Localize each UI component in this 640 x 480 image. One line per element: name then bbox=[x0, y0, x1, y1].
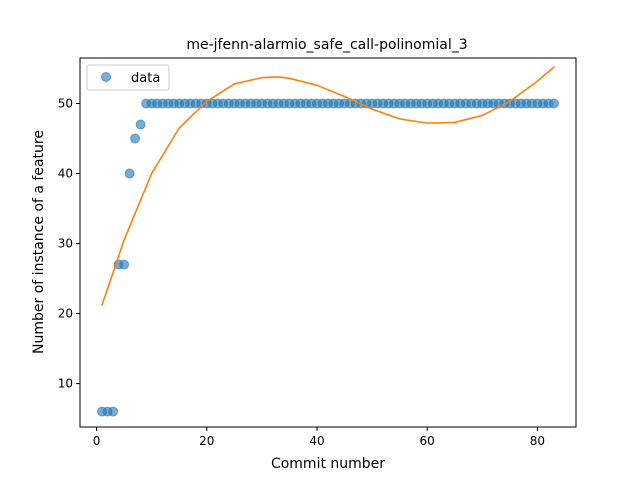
plot-area bbox=[97, 66, 559, 417]
data-point bbox=[135, 119, 146, 130]
legend-box bbox=[86, 64, 170, 91]
data-point bbox=[119, 259, 130, 270]
plot-frame bbox=[79, 57, 577, 428]
y-tick-label: 20 bbox=[58, 307, 73, 321]
x-axis: 0 20 40 60 80 bbox=[93, 427, 545, 448]
x-tick-label: 40 bbox=[309, 434, 324, 448]
polynomial-fit-line bbox=[101, 66, 555, 306]
x-tick-label: 60 bbox=[420, 434, 435, 448]
chart-title: me-jfenn-alarmio_safe_call-polinomial_3 bbox=[186, 37, 467, 53]
data-point bbox=[108, 406, 119, 417]
y-tick-label: 40 bbox=[58, 167, 73, 181]
y-tick-label: 10 bbox=[58, 377, 73, 391]
legend-marker-data bbox=[101, 72, 111, 82]
x-tick-label: 80 bbox=[530, 434, 545, 448]
data-point bbox=[124, 168, 135, 179]
y-tick-label: 50 bbox=[58, 97, 73, 111]
x-tick-label: 20 bbox=[199, 434, 214, 448]
y-tick-label: 30 bbox=[58, 237, 73, 251]
legend-label-data: data bbox=[131, 71, 160, 86]
data-point bbox=[548, 98, 559, 109]
data-point bbox=[130, 133, 141, 144]
y-axis-label: Number of instance of a feature bbox=[31, 130, 47, 354]
legend: data bbox=[86, 64, 170, 91]
y-axis: 10 20 30 40 50 bbox=[58, 97, 80, 391]
x-axis-label: Commit number bbox=[271, 456, 385, 472]
x-tick-label: 0 bbox=[93, 434, 101, 448]
